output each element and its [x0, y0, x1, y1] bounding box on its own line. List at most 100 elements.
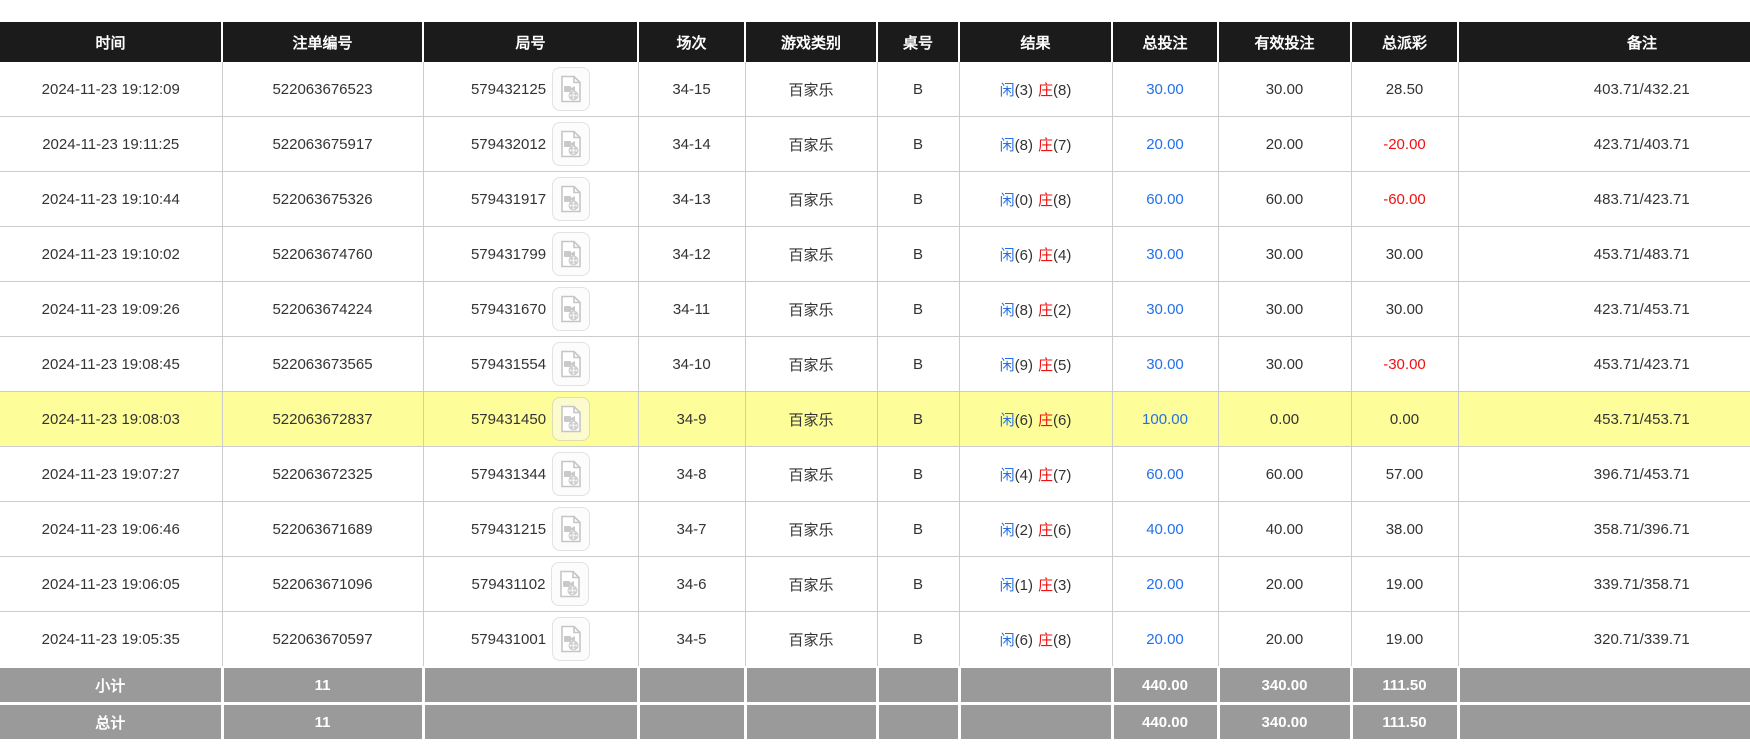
cell-game-type: 百家乐 [745, 281, 878, 337]
cell-result: 闲(0) 庄(8) [959, 171, 1113, 227]
banker-result-label: 庄 [1038, 576, 1054, 594]
cell-payout: 0.00 [1351, 391, 1459, 447]
video-replay-button[interactable] [552, 452, 591, 496]
cell-game-type: 百家乐 [745, 62, 878, 117]
cell-result: 闲(6) 庄(6) [959, 391, 1113, 447]
cell-payout: 19.00 [1351, 556, 1459, 612]
col-header-valid-bet: 有效投注 [1218, 22, 1352, 62]
table-row[interactable]: 2024-11-23 19:08:45 522063673565 5794315… [0, 336, 1750, 392]
cell-valid-bet: 30.00 [1218, 62, 1352, 117]
video-replay-button[interactable] [552, 342, 591, 386]
cell-bet-id: 522063674224 [222, 281, 424, 337]
video-replay-button[interactable] [552, 67, 591, 111]
cell-time: 2024-11-23 19:06:05 [0, 556, 223, 612]
cell-round-id: 579431917 [423, 171, 639, 227]
banker-result-label: 庄 [1038, 411, 1054, 429]
cell-total-bet: 20.00 [1112, 116, 1219, 172]
subtotal-row: 小计 11 440.00 340.00 111.50 [0, 666, 1750, 704]
cell-bet-id: 522063674760 [222, 226, 424, 282]
grand-total-total-bet: 440.00 [1112, 702, 1220, 741]
table-row[interactable]: 2024-11-23 19:05:35 522063670597 5794310… [0, 611, 1750, 668]
video-replay-button[interactable] [552, 617, 591, 661]
table-row[interactable]: 2024-11-23 19:06:05 522063671096 5794311… [0, 556, 1750, 612]
video-file-icon [561, 350, 581, 378]
table-row[interactable]: 2024-11-23 19:11:25 522063675917 5794320… [0, 116, 1750, 172]
player-result-points: (4) [1014, 466, 1033, 484]
video-file-icon [561, 625, 581, 653]
cell-result: 闲(3) 庄(8) [959, 62, 1113, 117]
player-result-label: 闲 [999, 466, 1015, 484]
col-header-remark: 备注 [1458, 22, 1750, 62]
video-replay-button[interactable] [552, 122, 591, 166]
video-replay-button[interactable] [552, 232, 591, 276]
cell-bet-id: 522063671689 [222, 501, 424, 557]
video-file-icon [560, 570, 581, 598]
video-replay-button[interactable] [552, 397, 591, 441]
player-result-points: (6) [1014, 411, 1033, 429]
cell-payout: 30.00 [1351, 281, 1459, 337]
video-replay-button[interactable] [552, 507, 591, 551]
table-row[interactable]: 2024-11-23 19:09:26 522063674224 5794316… [0, 281, 1750, 337]
cell-round-id: 579431670 [423, 281, 639, 337]
cell-bet-id: 522063675917 [222, 116, 424, 172]
table-row[interactable]: 2024-11-23 19:08:03 522063672837 5794314… [0, 391, 1750, 447]
player-result-label: 闲 [999, 356, 1015, 374]
round-number: 579431554 [470, 355, 547, 373]
cell-game-type: 百家乐 [745, 171, 878, 227]
cell-valid-bet: 30.00 [1218, 281, 1352, 337]
player-result-points: (8) [1014, 136, 1033, 154]
cell-game-type: 百家乐 [745, 116, 878, 172]
player-result-label: 闲 [999, 136, 1015, 154]
grand-total-valid-bet: 340.00 [1218, 702, 1353, 741]
subtotal-total-bet: 440.00 [1112, 666, 1220, 704]
cell-game-type: 百家乐 [745, 611, 878, 668]
cell-valid-bet: 20.00 [1218, 116, 1352, 172]
cell-time: 2024-11-23 19:10:44 [0, 171, 223, 227]
cell-payout: -20.00 [1351, 116, 1459, 172]
banker-result-points: (3) [1053, 576, 1072, 594]
cell-time: 2024-11-23 19:08:03 [0, 391, 223, 447]
player-result-points: (1) [1014, 576, 1033, 594]
video-file-icon [561, 405, 581, 433]
video-replay-button[interactable] [551, 562, 590, 606]
cell-round-id: 579431450 [423, 391, 639, 447]
player-result-label: 闲 [999, 411, 1015, 429]
player-result-label: 闲 [999, 246, 1015, 264]
cell-time: 2024-11-23 19:09:26 [0, 281, 223, 337]
cell-payout: 19.00 [1351, 611, 1459, 668]
table-row[interactable]: 2024-11-23 19:06:46 522063671689 5794312… [0, 501, 1750, 557]
cell-session: 34-6 [638, 556, 746, 612]
cell-payout: 28.50 [1351, 62, 1459, 117]
cell-round-id: 579432125 [423, 62, 639, 117]
cell-result: 闲(4) 庄(7) [959, 446, 1113, 502]
cell-bet-id: 522063670597 [222, 611, 424, 668]
cell-total-bet: 30.00 [1112, 281, 1219, 337]
cell-game-type: 百家乐 [745, 336, 878, 392]
banker-result-label: 庄 [1038, 136, 1054, 154]
banker-result-points: (6) [1053, 411, 1072, 429]
table-row[interactable]: 2024-11-23 19:12:09 522063676523 5794321… [0, 62, 1750, 117]
banker-result-points: (7) [1053, 136, 1072, 154]
col-header-table-no: 桌号 [877, 22, 960, 62]
cell-bet-id: 522063672837 [222, 391, 424, 447]
table-row[interactable]: 2024-11-23 19:07:27 522063672325 5794313… [0, 446, 1750, 502]
cell-remark: 453.71/453.71 [1458, 391, 1750, 447]
video-replay-button[interactable] [552, 287, 591, 331]
cell-table-no: B [877, 336, 960, 392]
round-number: 579431102 [471, 575, 546, 593]
cell-session: 34-11 [638, 281, 746, 337]
cell-bet-id: 522063672325 [222, 446, 424, 502]
table-row[interactable]: 2024-11-23 19:10:02 522063674760 5794317… [0, 226, 1750, 282]
cell-payout: -60.00 [1351, 171, 1459, 227]
cell-round-id: 579431102 [423, 556, 639, 612]
cell-time: 2024-11-23 19:06:46 [0, 501, 223, 557]
cell-result: 闲(1) 庄(3) [959, 556, 1113, 612]
table-row[interactable]: 2024-11-23 19:10:44 522063675326 5794319… [0, 171, 1750, 227]
grand-total-row: 总计 11 440.00 340.00 111.50 [0, 702, 1750, 741]
cell-session: 34-7 [638, 501, 746, 557]
video-replay-button[interactable] [552, 177, 591, 221]
cell-time: 2024-11-23 19:07:27 [0, 446, 223, 502]
cell-remark: 403.71/432.21 [1458, 62, 1750, 117]
cell-time: 2024-11-23 19:05:35 [0, 611, 223, 668]
cell-table-no: B [877, 556, 960, 612]
